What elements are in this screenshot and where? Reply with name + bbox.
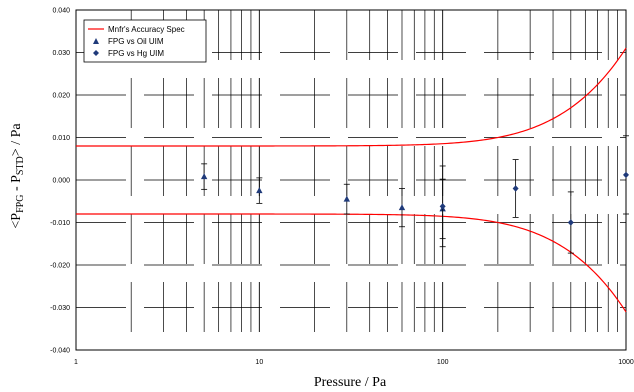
y-axis-title-mid: - P	[9, 175, 24, 195]
data-point-oil-uim	[200, 173, 208, 180]
data-points	[200, 135, 629, 254]
accuracy-spec-lower-curve	[76, 213, 627, 313]
x-tick-label: 1000	[618, 359, 634, 366]
legend: Mnfr's Accuracy Spec FPG vs Oil UIM FPG …	[83, 19, 207, 63]
data-point-hg-uim	[567, 219, 574, 226]
y-axis-title: <PFPG - PSTD> / Pa	[9, 123, 26, 229]
y-axis-title-sub2: STD	[15, 156, 26, 175]
y-axis-title-main: <P	[9, 213, 24, 229]
y-axis-title-end: > / Pa	[9, 123, 24, 157]
data-point-oil-uim	[398, 204, 406, 211]
data-point-hg-uim	[512, 185, 519, 192]
legend-label-hg-uim: FPG vs Hg UIM	[108, 49, 164, 58]
legend-diamond-marker	[93, 50, 99, 56]
y-tick-label: 0.020	[52, 93, 70, 100]
y-tick-label: 0.040	[52, 8, 70, 15]
data-point-hg-uim	[439, 203, 446, 210]
legend-label-accuracy-spec: Mnfr's Accuracy Spec	[108, 25, 185, 34]
accuracy-spec-upper-curve	[76, 47, 627, 147]
tick-labels: -0.040 -0.030 -0.020 -0.010 0.000 0.010 0.020 0…	[50, 8, 634, 367]
data-point-oil-uim	[256, 187, 263, 194]
y-tick-label: 0.010	[52, 135, 70, 142]
x-tick-label: 10	[255, 359, 263, 366]
x-tick-label: 100	[437, 359, 449, 366]
x-axis-title: Pressure / Pa	[314, 375, 387, 390]
data-point-hg-uim	[623, 171, 629, 179]
x-tick-label: 1	[74, 359, 78, 366]
y-tick-label: 0.000	[52, 178, 70, 185]
y-tick-label: -0.010	[50, 220, 70, 227]
legend-triangle-marker	[93, 38, 99, 44]
y-tick-label: -0.020	[50, 263, 70, 270]
y-tick-label: -0.040	[50, 348, 70, 355]
y-tick-label: 0.030	[52, 50, 70, 57]
accuracy-spec-curves	[76, 47, 627, 313]
data-point-oil-uim	[343, 195, 351, 202]
legend-label-oil-uim: FPG vs Oil UIM	[108, 37, 164, 46]
y-tick-label: -0.030	[50, 305, 70, 312]
y-axis-title-sub1: FPG	[15, 195, 26, 213]
legend-box	[83, 19, 207, 63]
